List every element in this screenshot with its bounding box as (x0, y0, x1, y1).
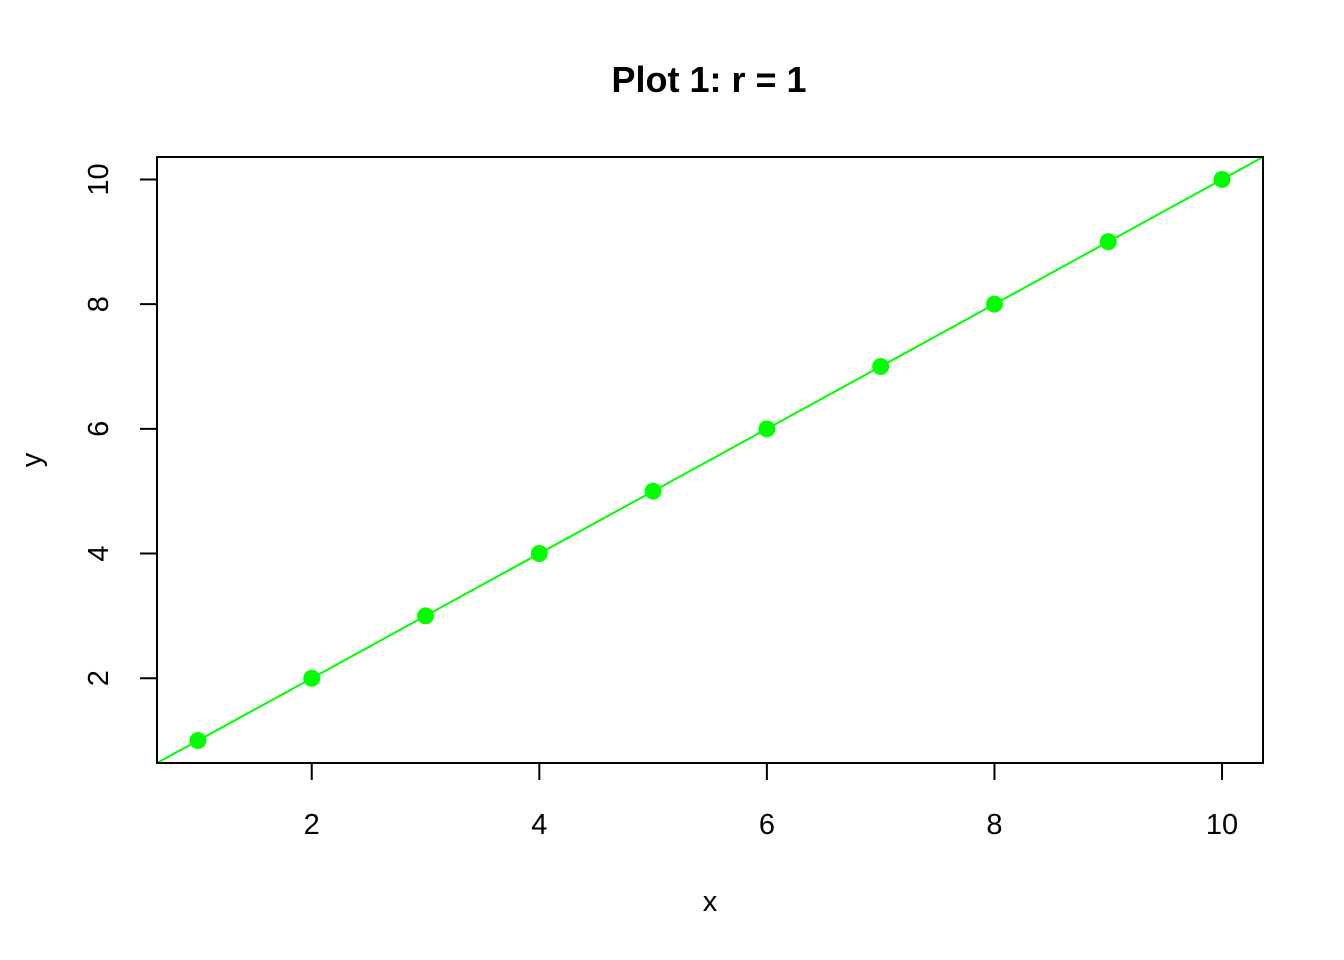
data-point (985, 295, 1003, 313)
y-tick-label: 6 (83, 421, 115, 437)
data-point (758, 420, 776, 438)
data-point (1099, 233, 1117, 251)
data-point (644, 482, 662, 500)
data-point (530, 545, 548, 563)
data-point (1213, 170, 1231, 188)
data-point (872, 357, 890, 375)
x-tick-label: 4 (531, 809, 547, 841)
y-tick-label: 10 (83, 163, 115, 195)
plot-area: 2 4 6 8 10 2 4 6 8 10 (83, 156, 1264, 841)
y-tick-label: 2 (83, 670, 115, 686)
y-tick-label: 8 (83, 296, 115, 312)
x-tick-label: 10 (1206, 809, 1238, 841)
x-tick-label: 2 (304, 809, 320, 841)
data-point (189, 732, 207, 750)
x-tick-label: 8 (986, 809, 1002, 841)
data-point (303, 669, 321, 687)
chart-title: Plot 1: r = 1 (611, 59, 806, 100)
y-axis-label: y (16, 452, 48, 467)
data-point (417, 607, 435, 625)
x-tick-label: 6 (759, 809, 775, 841)
x-axis-label: x (703, 886, 718, 918)
y-tick-label: 4 (83, 545, 115, 561)
fit-line (157, 157, 1263, 763)
